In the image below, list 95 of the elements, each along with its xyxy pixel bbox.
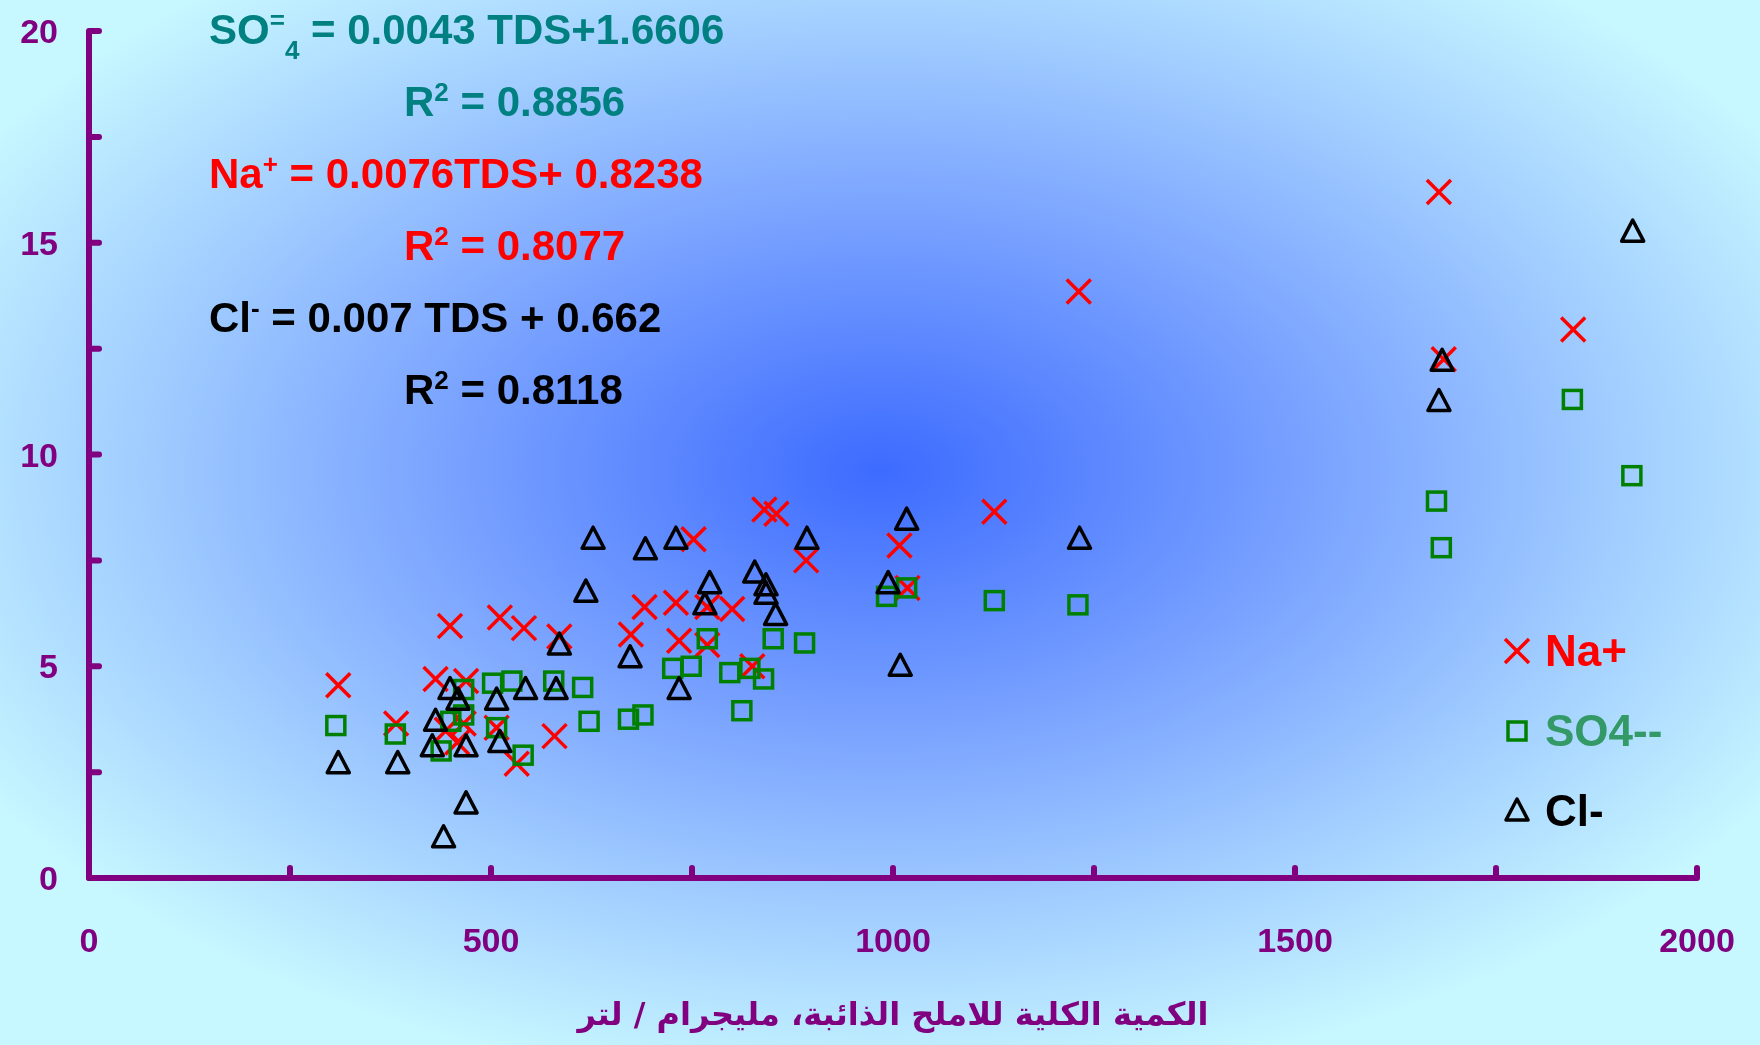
point (893, 506, 920, 531)
x-tick-label: 1000 (855, 921, 931, 959)
annotation: SO$^{=}$$_{4}$ = 0.0043 TDS+1.6606 (209, 5, 725, 65)
point (875, 569, 901, 595)
point (679, 525, 708, 553)
point (1067, 594, 1089, 616)
point (324, 671, 352, 700)
point (325, 749, 351, 775)
point (793, 632, 816, 654)
x-axis-title: الكمية الكلية للاملح الذائبة، مليجرام / لتر (575, 995, 1209, 1033)
point (1621, 464, 1643, 487)
point (983, 589, 1006, 612)
annotation: R$^{2}$ = 0.8118 (404, 365, 623, 413)
point (1066, 525, 1093, 550)
annotation: R$^{2}$ = 0.8077 (404, 221, 626, 269)
annotation: Cl$^{-}$ = 0.007 TDS + 0.662 (209, 293, 662, 341)
point (719, 661, 741, 684)
point (1430, 536, 1453, 559)
point (794, 525, 820, 550)
point (980, 497, 1009, 526)
point (422, 707, 449, 733)
point (445, 686, 471, 711)
annotation: R$^{2}$ = 0.8856 (404, 77, 626, 125)
point (632, 536, 659, 561)
point (510, 614, 538, 642)
point (792, 546, 820, 575)
point (617, 620, 645, 649)
point (753, 572, 779, 597)
point (325, 714, 347, 737)
x-tick-label: 0 (79, 921, 99, 959)
point (1064, 277, 1093, 306)
point (578, 710, 600, 733)
point (487, 728, 513, 754)
point (1425, 178, 1453, 206)
point (419, 732, 446, 758)
x-tick-label: 2000 (1659, 921, 1735, 959)
point (731, 699, 753, 722)
point (512, 675, 539, 701)
point (752, 668, 775, 690)
point (540, 722, 569, 750)
point (661, 657, 684, 680)
point (384, 749, 411, 775)
point (662, 588, 690, 617)
x-tick-label: 1500 (1257, 921, 1333, 959)
point (421, 665, 450, 693)
legend-label: SO4-- (1545, 706, 1663, 755)
annotation: Na$^{+}$ = 0.0076TDS+ 0.8238 (209, 149, 703, 197)
point (762, 500, 791, 528)
point (571, 676, 594, 699)
point (546, 631, 573, 656)
point (1561, 388, 1584, 411)
point (486, 603, 514, 632)
y-tick-label: 15 (20, 223, 58, 262)
point (741, 559, 768, 584)
point (1426, 387, 1452, 413)
point (630, 593, 659, 621)
point (885, 531, 914, 560)
y-tick-label: 0 (39, 859, 58, 897)
point (692, 591, 718, 616)
point (437, 675, 463, 701)
x-tick-label: 500 (462, 921, 520, 959)
point (453, 732, 479, 758)
point (887, 652, 913, 677)
point (436, 612, 464, 640)
point (1425, 490, 1448, 512)
y-tick-label: 10 (20, 435, 58, 474)
point (1619, 218, 1646, 243)
point (617, 708, 640, 730)
point (543, 675, 569, 701)
point (632, 704, 654, 726)
point (696, 627, 719, 650)
point (453, 790, 479, 815)
point (483, 686, 510, 711)
y-tick-label: 20 (20, 12, 58, 50)
point (573, 578, 599, 603)
point (739, 657, 761, 680)
legend-label: Na+ (1545, 626, 1627, 675)
point (696, 569, 723, 595)
point (680, 655, 702, 677)
point (580, 525, 606, 550)
point (384, 723, 407, 745)
point (753, 580, 779, 606)
y-tick-label: 5 (39, 647, 58, 686)
point (762, 627, 784, 650)
point (666, 675, 692, 701)
point (430, 824, 457, 849)
point (663, 525, 689, 550)
point (762, 601, 789, 627)
legend-label: Cl- (1545, 786, 1604, 835)
point (665, 627, 693, 655)
point (430, 740, 452, 762)
point (750, 495, 779, 524)
point (1559, 315, 1587, 344)
point (512, 744, 534, 766)
point (617, 644, 643, 669)
